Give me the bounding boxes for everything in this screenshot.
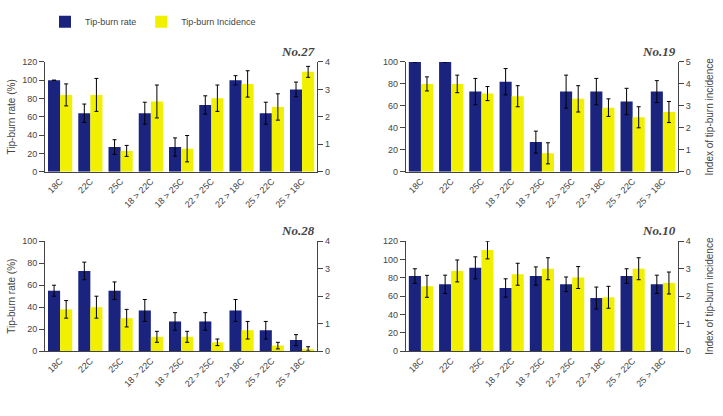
svg-text:Tip-burn rate (%): Tip-burn rate (%) bbox=[6, 259, 17, 334]
svg-text:18C: 18C bbox=[407, 176, 426, 195]
svg-text:3: 3 bbox=[325, 85, 330, 95]
svg-text:22C: 22C bbox=[76, 176, 95, 195]
svg-text:20: 20 bbox=[388, 328, 398, 338]
svg-text:120: 120 bbox=[22, 57, 37, 67]
svg-text:18C: 18C bbox=[46, 356, 65, 375]
svg-text:2: 2 bbox=[325, 112, 330, 122]
svg-text:22 > 18C: 22 > 18C bbox=[574, 176, 607, 209]
svg-text:2: 2 bbox=[325, 291, 330, 301]
svg-text:120: 120 bbox=[383, 236, 398, 246]
svg-text:1: 1 bbox=[686, 145, 691, 155]
svg-text:22 > 25C: 22 > 25C bbox=[544, 176, 577, 209]
svg-text:0: 0 bbox=[686, 346, 691, 356]
svg-text:80: 80 bbox=[27, 258, 37, 268]
svg-text:22 > 25C: 22 > 25C bbox=[544, 356, 577, 389]
svg-text:0: 0 bbox=[325, 346, 330, 356]
svg-text:40: 40 bbox=[388, 123, 398, 133]
svg-text:No.27: No.27 bbox=[281, 44, 315, 59]
svg-text:25 > 22C: 25 > 22C bbox=[604, 356, 637, 389]
svg-text:Tip-burn Incidence: Tip-burn Incidence bbox=[181, 17, 255, 27]
svg-text:4: 4 bbox=[686, 79, 691, 89]
svg-text:18 > 22C: 18 > 22C bbox=[483, 176, 516, 209]
svg-text:22 > 18C: 22 > 18C bbox=[574, 356, 607, 389]
svg-text:25 > 18C: 25 > 18C bbox=[274, 356, 307, 389]
svg-text:No.28: No.28 bbox=[281, 223, 315, 238]
svg-text:22 > 18C: 22 > 18C bbox=[213, 176, 246, 209]
svg-text:18C: 18C bbox=[46, 176, 65, 195]
svg-text:60: 60 bbox=[388, 101, 398, 111]
svg-text:60: 60 bbox=[27, 112, 37, 122]
svg-text:22 > 25C: 22 > 25C bbox=[183, 176, 216, 209]
svg-text:Index of tip-burn incidence: Index of tip-burn incidence bbox=[704, 58, 715, 176]
svg-text:No.10: No.10 bbox=[642, 223, 676, 238]
svg-text:60: 60 bbox=[27, 280, 37, 290]
svg-text:0: 0 bbox=[393, 167, 398, 177]
svg-text:25 > 22C: 25 > 22C bbox=[243, 356, 276, 389]
svg-text:5: 5 bbox=[686, 57, 691, 67]
svg-text:25C: 25C bbox=[467, 356, 486, 375]
svg-text:18 > 22C: 18 > 22C bbox=[122, 176, 155, 209]
svg-text:18 > 22C: 18 > 22C bbox=[122, 356, 155, 389]
svg-text:3: 3 bbox=[686, 264, 691, 274]
svg-text:Tip-burn rate: Tip-burn rate bbox=[85, 17, 136, 27]
svg-text:100: 100 bbox=[22, 236, 37, 246]
svg-text:40: 40 bbox=[388, 310, 398, 320]
svg-text:1: 1 bbox=[325, 319, 330, 329]
svg-text:0: 0 bbox=[32, 346, 37, 356]
svg-text:4: 4 bbox=[686, 236, 691, 246]
svg-text:20: 20 bbox=[27, 324, 37, 334]
svg-text:2: 2 bbox=[686, 291, 691, 301]
svg-text:60: 60 bbox=[388, 291, 398, 301]
svg-text:80: 80 bbox=[388, 273, 398, 283]
svg-text:100: 100 bbox=[22, 75, 37, 85]
svg-text:4: 4 bbox=[325, 236, 330, 246]
svg-text:0: 0 bbox=[686, 167, 691, 177]
svg-text:3: 3 bbox=[325, 264, 330, 274]
svg-text:1: 1 bbox=[686, 319, 691, 329]
svg-text:40: 40 bbox=[27, 130, 37, 140]
svg-text:3: 3 bbox=[686, 101, 691, 111]
svg-text:0: 0 bbox=[325, 167, 330, 177]
svg-text:22C: 22C bbox=[437, 356, 456, 375]
svg-text:25 > 22C: 25 > 22C bbox=[604, 176, 637, 209]
svg-text:25 > 18C: 25 > 18C bbox=[634, 356, 667, 389]
svg-text:100: 100 bbox=[383, 255, 398, 265]
svg-text:0: 0 bbox=[393, 346, 398, 356]
svg-text:1: 1 bbox=[325, 139, 330, 149]
svg-text:25C: 25C bbox=[106, 176, 125, 195]
svg-text:80: 80 bbox=[27, 94, 37, 104]
svg-text:100: 100 bbox=[383, 57, 398, 67]
svg-text:18 > 25C: 18 > 25C bbox=[513, 356, 546, 389]
svg-text:20: 20 bbox=[27, 149, 37, 159]
svg-text:25 > 18C: 25 > 18C bbox=[274, 176, 307, 209]
svg-text:22 > 18C: 22 > 18C bbox=[213, 356, 246, 389]
svg-text:0: 0 bbox=[32, 167, 37, 177]
svg-text:25C: 25C bbox=[106, 356, 125, 375]
svg-text:18 > 22C: 18 > 22C bbox=[483, 356, 516, 389]
svg-text:22C: 22C bbox=[437, 176, 456, 195]
svg-text:22C: 22C bbox=[76, 356, 95, 375]
svg-text:18 > 25C: 18 > 25C bbox=[153, 176, 186, 209]
svg-text:4: 4 bbox=[325, 57, 330, 67]
svg-text:80: 80 bbox=[388, 79, 398, 89]
svg-text:Index of tip-burn incidence: Index of tip-burn incidence bbox=[704, 237, 715, 355]
svg-text:18 > 25C: 18 > 25C bbox=[153, 356, 186, 389]
svg-text:25 > 18C: 25 > 18C bbox=[634, 176, 667, 209]
svg-text:25 > 22C: 25 > 22C bbox=[243, 176, 276, 209]
svg-text:40: 40 bbox=[27, 302, 37, 312]
svg-text:20: 20 bbox=[388, 145, 398, 155]
svg-text:22 > 25C: 22 > 25C bbox=[183, 356, 216, 389]
svg-text:Tip-burn rate (%): Tip-burn rate (%) bbox=[6, 79, 17, 154]
svg-text:18 > 25C: 18 > 25C bbox=[513, 176, 546, 209]
svg-text:No.19: No.19 bbox=[642, 44, 676, 59]
svg-text:18C: 18C bbox=[407, 356, 426, 375]
svg-text:2: 2 bbox=[686, 123, 691, 133]
svg-text:25C: 25C bbox=[467, 176, 486, 195]
